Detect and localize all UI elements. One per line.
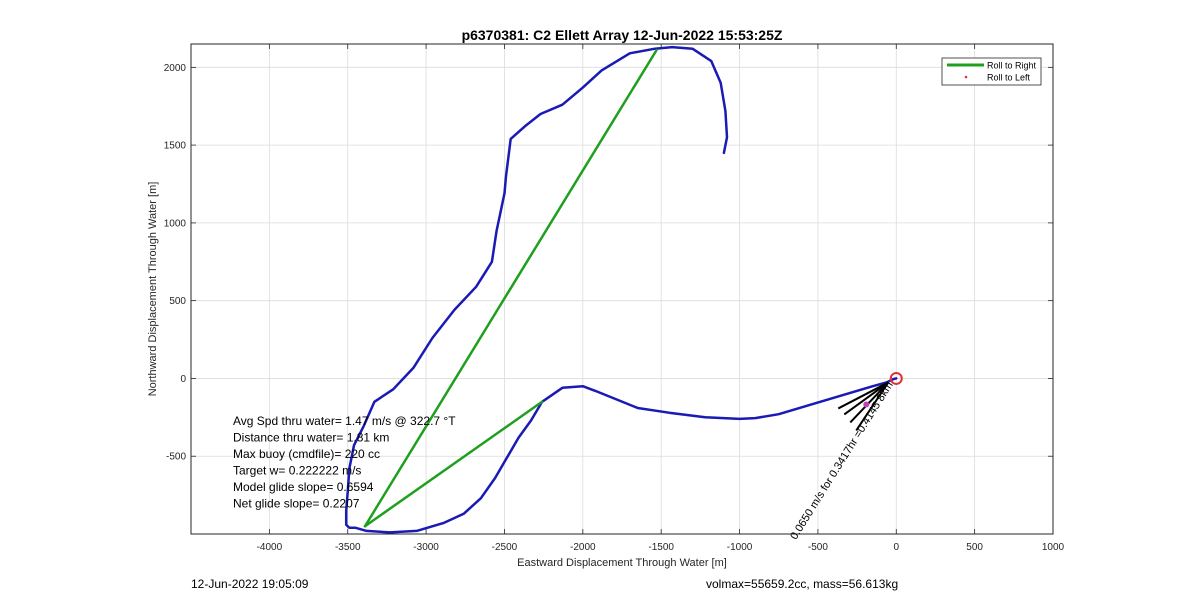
- x-tick-label: 0: [893, 542, 899, 553]
- footer-volume-mass: volmax=55659.2cc, mass=56.613kg: [706, 577, 899, 591]
- x-tick-label: -2500: [492, 542, 518, 553]
- legend-box: [941, 57, 1042, 86]
- current-vector: [837, 381, 889, 410]
- y-tick-label: 500: [169, 296, 186, 307]
- x-axis: -4000 -3500 -3000 -2500 -2000 -1500 -1000 -500 0…: [257, 44, 1065, 553]
- y-tick-label: 0: [180, 374, 186, 385]
- axes-box: [190, 43, 1054, 535]
- y-axis: -500 0 500 1000 1500 2000: [164, 63, 1053, 463]
- stats-line: Target w= 0.222222 m/s: [233, 464, 361, 478]
- y-tick-label: 1500: [164, 141, 187, 152]
- stats-line: Avg Spd thru water= 1.47 m/s @ 322.7 °T: [233, 414, 456, 428]
- roll-right-segment: [363, 400, 544, 528]
- legend-roll-right-label: Roll to Right: [987, 61, 1037, 71]
- x-tick-label: -3000: [413, 542, 439, 553]
- x-tick-label: -500: [808, 542, 828, 553]
- x-tick-label: -4000: [257, 542, 283, 553]
- roll-right-segment: [363, 48, 658, 528]
- legend-roll-left-label: Roll to Left: [987, 73, 1031, 83]
- x-axis-label: Eastward Displacement Through Water [m]: [517, 557, 727, 569]
- legend: Roll to Right Roll to Left: [941, 57, 1042, 86]
- legend-roll-left-swatch: [964, 75, 968, 79]
- stats-line: Model glide slope= 0.6594: [233, 480, 374, 494]
- track-line: [344, 45, 898, 534]
- current-vector: [855, 381, 890, 431]
- stats-line: Max buoy (cmdfile)= 220 cc: [233, 447, 380, 461]
- x-tick-label: -2000: [570, 542, 596, 553]
- current-vector: [843, 381, 889, 416]
- y-tick-label: 2000: [164, 63, 187, 74]
- roll-left-dot: [863, 401, 870, 408]
- y-tick-label: -500: [166, 452, 186, 463]
- x-tick-label: -3500: [335, 542, 361, 553]
- start-marker: [889, 371, 903, 385]
- y-axis-label: Northward Displacement Through Water [m]: [147, 182, 159, 397]
- x-tick-label: -1000: [727, 542, 753, 553]
- plot-area: [191, 44, 1053, 534]
- footer-timestamp: 12-Jun-2022 19:05:09: [191, 577, 309, 591]
- x-tick-label: -1500: [648, 542, 674, 553]
- series-layer: [344, 45, 903, 534]
- current-vector: [849, 381, 889, 424]
- chart-title: p6370381: C2 Ellett Array 12-Jun-2022 15…: [462, 27, 783, 43]
- y-tick-label: 1000: [164, 218, 187, 229]
- stats-line: Distance thru water= 1.81 km: [233, 431, 389, 445]
- x-tick-label: 500: [966, 542, 983, 553]
- x-tick-label: 1000: [1042, 542, 1065, 553]
- stats-line: Net glide slope= 0.2207: [233, 497, 360, 511]
